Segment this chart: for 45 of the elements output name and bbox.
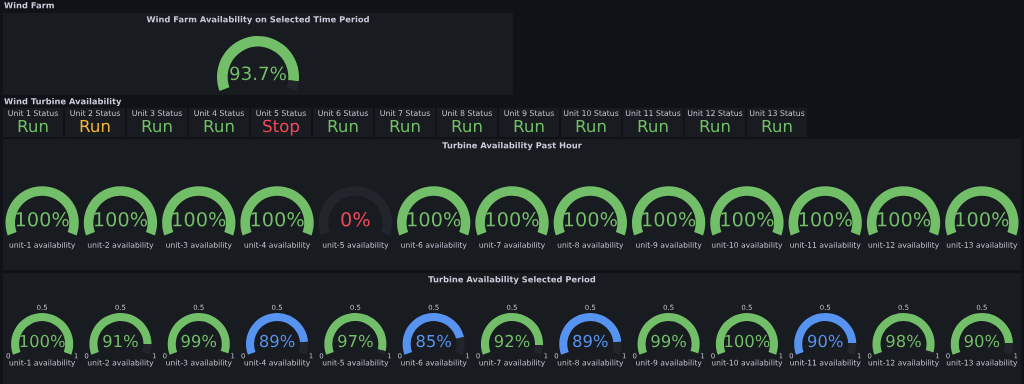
data-label: 100% (173, 211, 226, 227)
data-label: 92% (494, 334, 530, 348)
text: Run (204, 119, 234, 133)
data-label: 100% (564, 211, 617, 227)
text: Run (80, 119, 110, 133)
data-label: 100% (877, 211, 931, 227)
text: Wind Farm (4, 1, 54, 9)
text: 0% (341, 211, 370, 227)
data-label: 90% (964, 334, 1000, 348)
text: Run (390, 119, 420, 133)
data-label: 100% (486, 211, 539, 227)
data-label: 98% (886, 334, 921, 348)
text: Wind Turbine Availability (4, 97, 122, 107)
chart-title: Turbine Availability Selected Period (428, 276, 596, 285)
data-label: 100% (16, 211, 69, 227)
data-label: 93.7% (230, 66, 286, 81)
text: Run (514, 119, 544, 133)
text: Run (576, 119, 606, 133)
data-label: 100% (251, 211, 304, 227)
data-label: 100% (20, 334, 65, 348)
data-label: 100% (94, 211, 148, 227)
chart-title: Turbine Availability Past Hour (442, 142, 582, 151)
data-label: 100% (408, 211, 461, 227)
data-label: 99% (181, 334, 217, 348)
data-label: 100% (799, 211, 852, 227)
data-label: 99% (651, 334, 686, 348)
data-label: 100% (956, 211, 1009, 227)
data-label: 91% (103, 334, 138, 348)
text: Run (762, 119, 792, 133)
data-label: 90% (808, 334, 843, 348)
text: Run (142, 119, 172, 133)
chart-title: Wind Farm Availability on Selected Time Period (146, 16, 369, 25)
text: Run (638, 119, 668, 133)
data-label: 100% (643, 211, 696, 227)
text: Run (328, 119, 358, 133)
data-label: 89% (573, 334, 608, 348)
text: Run (700, 119, 730, 133)
data-label: 85% (416, 334, 452, 348)
data-label: 100% (725, 334, 770, 348)
text: Run (452, 119, 482, 133)
data-label: 100% (721, 211, 774, 227)
data-label: 97% (338, 334, 373, 348)
text: Run (18, 119, 48, 133)
text: Stop (263, 119, 300, 136)
data-label: 89% (259, 334, 295, 348)
